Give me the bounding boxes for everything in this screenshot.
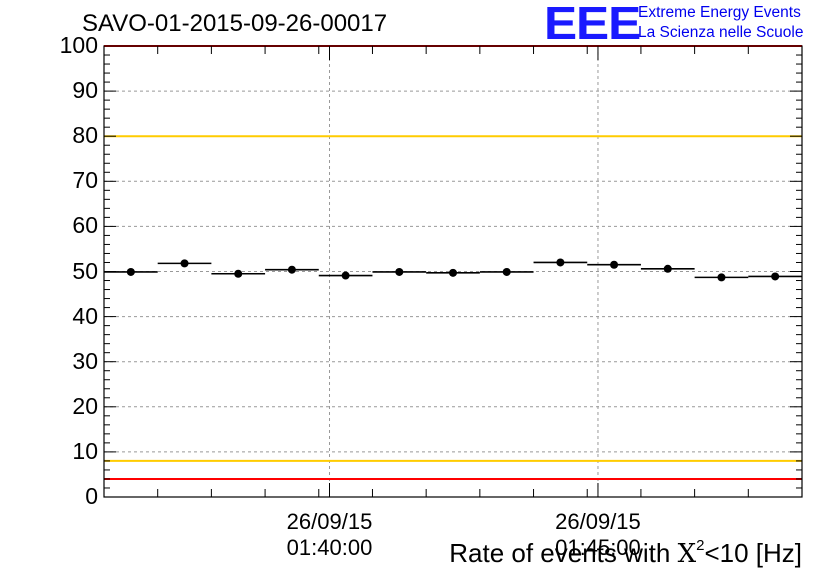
data-point — [180, 259, 189, 268]
data-point — [663, 264, 672, 273]
reference-lines — [104, 45, 802, 480]
y-tick-label: 90 — [72, 77, 98, 104]
data-point — [341, 271, 350, 280]
data-point — [717, 273, 726, 282]
data-point — [449, 268, 457, 277]
y-axis-title-sup: 2 — [696, 537, 705, 554]
y-axis-title-pre: Rate of events with — [449, 538, 678, 568]
y-tick-label: 50 — [72, 257, 98, 284]
y-tick-label: 20 — [72, 392, 98, 419]
y-tick-label: 60 — [72, 212, 98, 239]
data-point — [395, 267, 404, 276]
x-tick-label: 26/09/15 01:40:00 — [265, 509, 395, 561]
chart-title: SAVO-01-2015-09-26-00017 — [82, 10, 388, 37]
data-point — [610, 260, 619, 269]
eee-logo: EEE Extreme Energy Events La Scienza nel… — [544, 0, 834, 49]
data-point — [234, 269, 243, 278]
y-tick-label: 10 — [72, 437, 98, 464]
x-tick-label-date: 26/09/15 — [286, 509, 373, 534]
y-tick-label: 80 — [72, 122, 98, 149]
x-tick-label-time: 01:45:00 — [555, 535, 641, 560]
x-tick-label-date: 26/09/15 — [555, 509, 641, 534]
y-tick-label: 70 — [72, 167, 98, 194]
logo-mark: EEE — [544, 0, 641, 49]
x-tick-label-time: 01:40:00 — [286, 535, 373, 560]
y-tick-label: 40 — [72, 302, 98, 329]
y-tick-label: 0 — [85, 483, 98, 509]
y-tick-label: 100 — [59, 32, 98, 58]
logo-line-1: Extreme Energy Events — [638, 4, 801, 21]
data-point — [287, 265, 296, 274]
y-axis-title: Rate of events with X2<10 [Hz] — [449, 537, 802, 569]
y-axis-title-post: <10 [Hz] — [704, 538, 802, 568]
logo-line-2: La Scienza nelle Scuole — [638, 24, 804, 41]
data-point — [126, 267, 135, 276]
y-tick-label: 30 — [72, 347, 98, 374]
data-point — [771, 272, 780, 281]
data-series — [104, 258, 802, 282]
data-point — [556, 258, 565, 267]
y-axis-title-chi: X — [677, 539, 697, 569]
x-tick-label: 26/09/15 01:45:00 — [533, 509, 663, 561]
data-point — [502, 267, 511, 276]
